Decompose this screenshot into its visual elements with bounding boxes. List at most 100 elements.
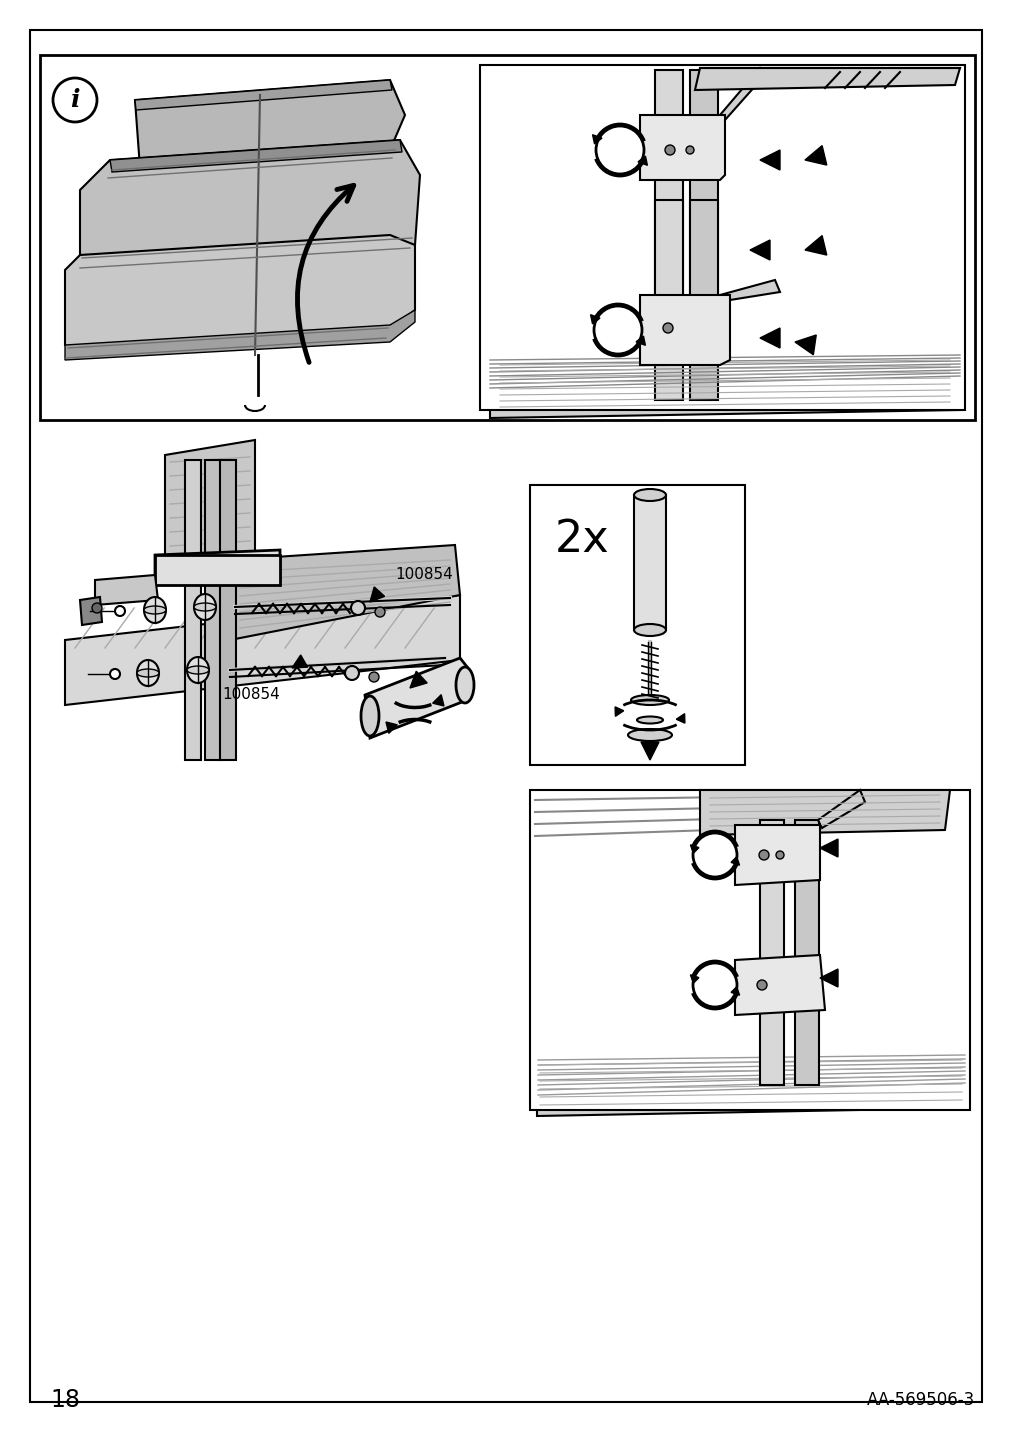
Circle shape [662, 324, 672, 334]
Polygon shape [749, 241, 769, 261]
Polygon shape [639, 295, 729, 365]
Polygon shape [734, 825, 819, 885]
Circle shape [375, 607, 384, 617]
Polygon shape [719, 67, 764, 120]
Text: 2x: 2x [554, 518, 610, 561]
Polygon shape [690, 975, 699, 984]
Polygon shape [155, 550, 280, 586]
Circle shape [115, 606, 125, 616]
Text: 100854: 100854 [394, 567, 452, 583]
Bar [479, 64, 964, 410]
Text: AA-569506-3: AA-569506-3 [865, 1390, 974, 1409]
Polygon shape [819, 839, 837, 856]
Circle shape [693, 833, 736, 876]
Circle shape [758, 851, 768, 861]
Polygon shape [65, 596, 460, 705]
Bar [185, 460, 201, 760]
Circle shape [369, 672, 379, 682]
Polygon shape [759, 150, 779, 170]
Text: i: i [70, 87, 80, 112]
Bar [690, 200, 717, 329]
Polygon shape [95, 576, 158, 604]
Polygon shape [730, 856, 739, 865]
Circle shape [775, 851, 784, 859]
Polygon shape [592, 135, 602, 145]
Circle shape [595, 126, 643, 175]
Polygon shape [365, 657, 467, 737]
Polygon shape [639, 115, 724, 180]
Ellipse shape [194, 594, 215, 620]
Text: 18: 18 [50, 1388, 80, 1412]
Polygon shape [165, 440, 255, 576]
Polygon shape [370, 587, 384, 601]
Circle shape [345, 666, 359, 680]
Ellipse shape [136, 660, 159, 686]
Polygon shape [134, 80, 391, 110]
Polygon shape [637, 156, 647, 165]
Circle shape [756, 979, 766, 990]
Ellipse shape [361, 696, 379, 736]
Polygon shape [804, 146, 826, 165]
Polygon shape [700, 790, 949, 835]
Ellipse shape [633, 488, 665, 501]
Bar [795, 821, 818, 1085]
Circle shape [693, 962, 736, 1007]
Polygon shape [65, 309, 415, 359]
Polygon shape [675, 713, 684, 723]
Ellipse shape [456, 667, 473, 703]
Circle shape [110, 669, 120, 679]
Polygon shape [292, 654, 307, 667]
Polygon shape [80, 597, 102, 624]
Polygon shape [229, 546, 460, 640]
Circle shape [92, 603, 102, 613]
Polygon shape [635, 337, 645, 345]
Circle shape [53, 77, 97, 122]
Bar [654, 200, 682, 329]
Polygon shape [537, 1050, 964, 1116]
Bar [633, 495, 665, 630]
Ellipse shape [136, 669, 159, 677]
Polygon shape [719, 281, 779, 299]
Circle shape [685, 146, 694, 155]
Circle shape [664, 145, 674, 155]
Bar [155, 556, 280, 586]
Bar [219, 460, 236, 760]
Bar [530, 485, 744, 765]
Ellipse shape [187, 666, 209, 674]
Polygon shape [640, 742, 658, 760]
Polygon shape [817, 790, 864, 828]
Polygon shape [734, 955, 824, 1015]
Text: 100854: 100854 [221, 687, 279, 703]
Polygon shape [615, 707, 623, 716]
Ellipse shape [194, 603, 215, 611]
Polygon shape [590, 315, 600, 324]
Polygon shape [695, 67, 959, 90]
Bar [530, 790, 969, 1110]
Bar [759, 821, 784, 1085]
Ellipse shape [144, 597, 166, 623]
Circle shape [351, 601, 365, 614]
Polygon shape [409, 672, 427, 687]
Bar [205, 460, 220, 760]
Ellipse shape [628, 729, 671, 740]
Polygon shape [759, 328, 779, 348]
Ellipse shape [633, 624, 665, 636]
Polygon shape [65, 235, 415, 355]
Polygon shape [730, 987, 739, 995]
Polygon shape [385, 722, 397, 733]
Polygon shape [690, 845, 699, 853]
Polygon shape [795, 335, 816, 355]
Circle shape [593, 306, 641, 354]
Polygon shape [134, 80, 404, 168]
Polygon shape [110, 140, 401, 172]
Polygon shape [80, 140, 420, 281]
Bar [40, 54, 974, 420]
Polygon shape [804, 236, 826, 255]
Bar [654, 70, 682, 400]
Ellipse shape [631, 695, 668, 705]
Polygon shape [819, 969, 837, 987]
Ellipse shape [636, 716, 662, 723]
Ellipse shape [144, 606, 166, 614]
Polygon shape [489, 352, 959, 418]
Polygon shape [433, 695, 444, 706]
